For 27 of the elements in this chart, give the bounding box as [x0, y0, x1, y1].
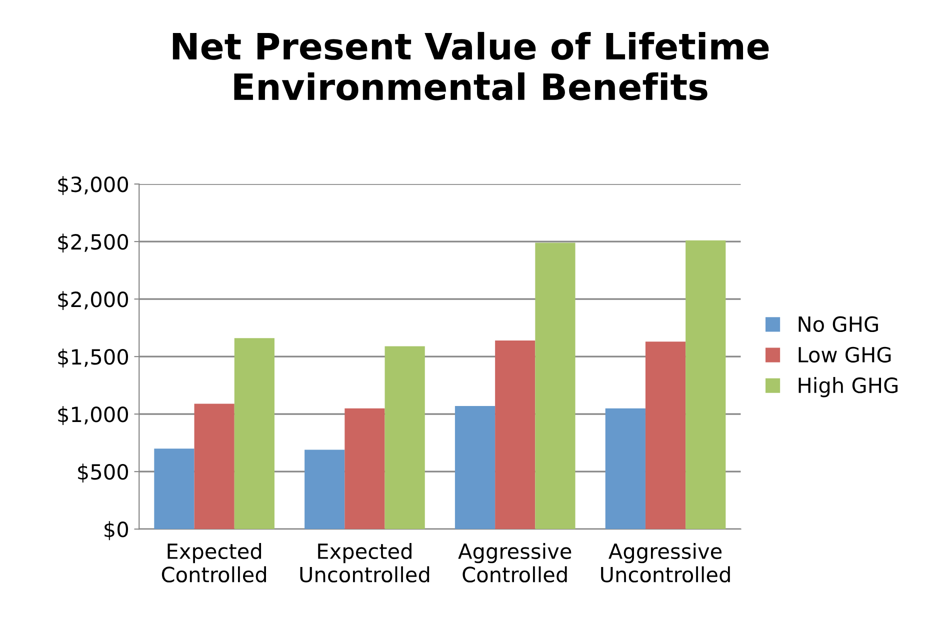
- bar: [535, 242, 576, 530]
- bar: [304, 450, 345, 530]
- y-tick-label: $500: [78, 464, 128, 483]
- chart-title: Net Present Value of Lifetime Environmental Benefits: [172, 32, 769, 100]
- bar: [194, 404, 234, 530]
- y-tick-label: $1,000: [58, 406, 128, 426]
- bar: [384, 346, 425, 530]
- bar: [344, 408, 385, 530]
- y-tick-label: $1,500: [58, 348, 128, 368]
- x-tick-label: Expected Uncontrolled: [300, 542, 430, 582]
- x-tick-label: Aggressive Uncontrolled: [601, 542, 730, 582]
- y-tick-label: $2,500: [58, 234, 128, 253]
- bar: [686, 240, 726, 530]
- bar: [154, 448, 194, 530]
- y-tick-label: $3,000: [58, 176, 128, 196]
- bar: [605, 408, 646, 530]
- x-tick-label: Aggressive Controlled: [458, 542, 572, 582]
- y-tick-label: $0: [104, 521, 128, 540]
- bar: [234, 338, 274, 530]
- legend-label: No GHG: [798, 316, 878, 332]
- y-tick-label: $2,000: [58, 291, 128, 310]
- bar: [495, 340, 536, 530]
- legend-label: High GHG: [798, 377, 898, 398]
- bar: [645, 342, 686, 530]
- legend-label: Low GHG: [798, 346, 891, 363]
- x-tick-label: Expected Controlled: [162, 542, 266, 582]
- bar: [454, 406, 496, 530]
